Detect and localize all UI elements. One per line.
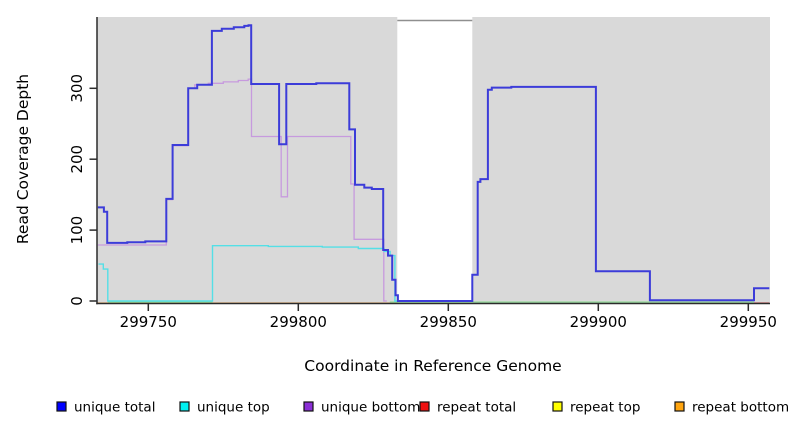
- legend-item: unique bottom: [303, 400, 420, 416]
- legend-item: repeat top: [552, 400, 640, 416]
- legend-swatch-unique-bottom: [303, 401, 314, 412]
- y-tick-label: 300: [68, 74, 86, 103]
- x-tick-label: 299900: [570, 313, 627, 331]
- x-tick-label: 299750: [120, 313, 177, 331]
- x-tick-label: 299850: [420, 313, 477, 331]
- legend-label: unique top: [197, 400, 270, 416]
- x-tick-label: 299950: [720, 313, 777, 331]
- series-unique-total: [97, 24, 770, 302]
- y-tick-label: 200: [68, 145, 86, 174]
- plot-panel: [97, 17, 770, 304]
- y-tick-label: 100: [68, 216, 86, 245]
- legend-item: unique total: [56, 400, 155, 416]
- legend-item: repeat total: [419, 400, 516, 416]
- x-axis-title: Coordinate in Reference Genome: [304, 357, 561, 375]
- legend-label: repeat bottom: [692, 400, 789, 416]
- axes: 0 100 200 300 299750 299800 299850 299900 299950: [68, 17, 777, 331]
- y-axis-title: Read Coverage Depth: [14, 74, 32, 244]
- legend-item: unique top: [179, 400, 270, 416]
- legend-item: repeat bottom: [674, 400, 789, 416]
- x-tick-label: 299800: [270, 313, 327, 331]
- legend-swatch-repeat-bottom: [674, 401, 685, 412]
- legend-label: unique total: [74, 400, 155, 416]
- legend-swatch-unique-total: [56, 401, 67, 412]
- legend-swatch-unique-top: [179, 401, 190, 412]
- chart-legend: unique total unique top unique bottom repea…: [56, 400, 789, 416]
- legend-swatch-repeat-top: [552, 401, 563, 412]
- legend-label: unique bottom: [321, 400, 420, 416]
- y-tick-label: 0: [68, 296, 86, 306]
- legend-swatch-repeat-total: [419, 401, 430, 412]
- legend-label: repeat total: [437, 400, 516, 416]
- no-data-gap-band: [397, 17, 473, 304]
- legend-label: repeat top: [570, 400, 640, 416]
